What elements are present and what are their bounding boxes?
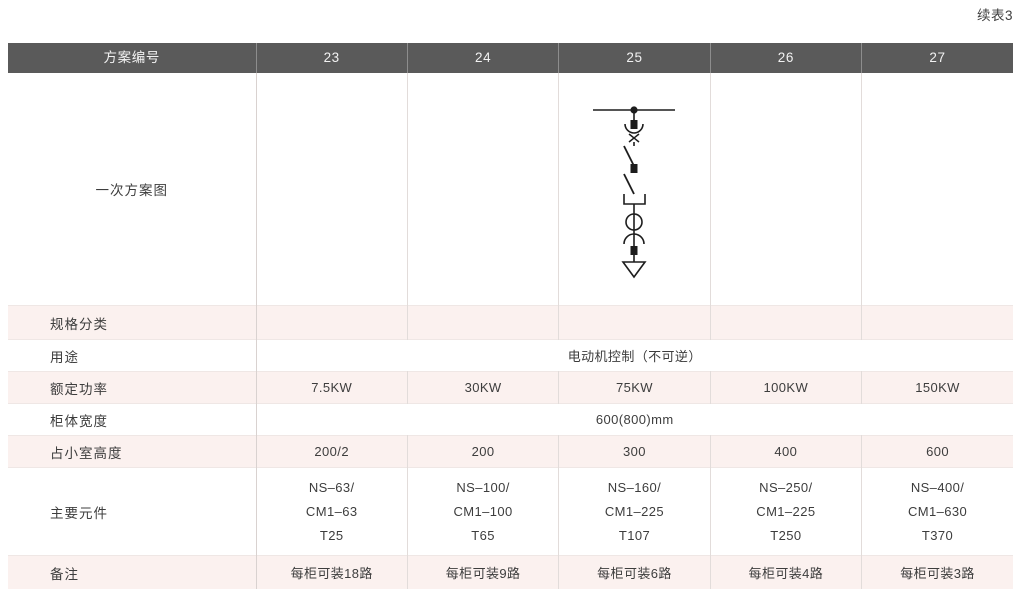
continuation-label: 续表3	[977, 4, 1013, 24]
table-header: 方案编号 23 24 25 26 27	[8, 43, 1013, 73]
table-body: 一次方案图	[8, 73, 1013, 589]
cell-power-26: 100KW	[710, 372, 861, 404]
cell-remarks-24: 每柜可装9路	[407, 556, 558, 589]
table-row: 备注 每柜可装18路 每柜可装9路 每柜可装6路 每柜可装4路 每柜可装3路	[8, 556, 1013, 589]
header-row-label: 方案编号	[8, 43, 256, 73]
header-col-23: 23	[256, 43, 407, 73]
breaker-blade	[624, 174, 634, 194]
table-row: 柜体宽度 600(800)mm	[8, 404, 1013, 436]
cell-spec-25	[559, 306, 710, 340]
table-row: 占小室高度 200/2 200 300 400 600	[8, 436, 1013, 468]
header-col-27: 27	[862, 43, 1013, 73]
row-label-purpose: 用途	[8, 340, 256, 372]
component-line: CM1–63	[261, 500, 403, 524]
cell-spec-26	[710, 306, 861, 340]
row-label-compartment-height: 占小室高度	[8, 436, 256, 468]
diagram-cell-24	[407, 73, 558, 306]
cell-spec-24	[407, 306, 558, 340]
motor-load-arrow	[623, 262, 645, 277]
relay-block	[631, 246, 638, 255]
cell-height-27: 600	[862, 436, 1013, 468]
cell-height-23: 200/2	[256, 436, 407, 468]
cell-height-26: 400	[710, 436, 861, 468]
row-label-one-line-diagram: 一次方案图	[8, 73, 256, 306]
component-line: T250	[715, 524, 857, 548]
cell-spec-27	[862, 306, 1013, 340]
cell-spec-23	[256, 306, 407, 340]
header-row: 方案编号 23 24 25 26 27	[8, 43, 1013, 73]
row-label-cabinet-width: 柜体宽度	[8, 404, 256, 436]
header-col-25: 25	[559, 43, 710, 73]
component-line: CM1–225	[563, 500, 705, 524]
diagram-cell-27	[862, 73, 1013, 306]
table-row: 主要元件 NS–63/ CM1–63 T25 NS–100/ CM1–100 T…	[8, 468, 1013, 556]
switch-contact-block	[631, 164, 638, 173]
row-label-main-components: 主要元件	[8, 468, 256, 556]
diagram-cell-25	[559, 73, 710, 306]
disconnect-blade	[624, 146, 634, 166]
cell-remarks-27: 每柜可装3路	[862, 556, 1013, 589]
component-line: NS–250/	[715, 476, 857, 500]
component-line: T107	[563, 524, 705, 548]
table-row: 规格分类	[8, 306, 1013, 340]
cell-components-27: NS–400/ CM1–630 T370	[862, 468, 1013, 556]
component-line: NS–400/	[866, 476, 1009, 500]
cell-components-24: NS–100/ CM1–100 T65	[407, 468, 558, 556]
header-col-26: 26	[710, 43, 861, 73]
table-row: 额定功率 7.5KW 30KW 75KW 100KW 150KW	[8, 372, 1013, 404]
component-line: NS–100/	[412, 476, 554, 500]
cell-power-24: 30KW	[407, 372, 558, 404]
cell-components-23: NS–63/ CM1–63 T25	[256, 468, 407, 556]
diagram-cell-26	[710, 73, 861, 306]
one-line-motor-control-diagram	[563, 73, 705, 305]
cell-power-27: 150KW	[862, 372, 1013, 404]
row-label-rated-power: 额定功率	[8, 372, 256, 404]
spec-table-wrapper: 方案编号 23 24 25 26 27 一次方案图	[8, 43, 1013, 589]
header-col-24: 24	[407, 43, 558, 73]
cell-power-23: 7.5KW	[256, 372, 407, 404]
spec-table: 方案编号 23 24 25 26 27 一次方案图	[8, 43, 1013, 589]
component-line: NS–63/	[261, 476, 403, 500]
cell-height-25: 300	[559, 436, 710, 468]
cell-cabinet-width-merged: 600(800)mm	[256, 404, 1013, 436]
diagram-cell-23	[256, 73, 407, 306]
cell-remarks-25: 每柜可装6路	[559, 556, 710, 589]
row-label-remarks: 备注	[8, 556, 256, 589]
cell-purpose-merged: 电动机控制（不可逆）	[256, 340, 1013, 372]
cell-components-26: NS–250/ CM1–225 T250	[710, 468, 861, 556]
one-line-diagram-svg	[579, 94, 689, 284]
fuse-block	[631, 120, 638, 129]
cross-mark	[629, 134, 639, 142]
component-line: CM1–100	[412, 500, 554, 524]
table-row: 一次方案图	[8, 73, 1013, 306]
cell-power-25: 75KW	[559, 372, 710, 404]
table-row: 用途 电动机控制（不可逆）	[8, 340, 1013, 372]
cell-height-24: 200	[407, 436, 558, 468]
cell-remarks-26: 每柜可装4路	[710, 556, 861, 589]
component-line: CM1–225	[715, 500, 857, 524]
row-label-spec-category: 规格分类	[8, 306, 256, 340]
cell-components-25: NS–160/ CM1–225 T107	[559, 468, 710, 556]
component-line: CM1–630	[866, 500, 1009, 524]
component-line: T370	[866, 524, 1009, 548]
component-line: NS–160/	[563, 476, 705, 500]
component-line: T25	[261, 524, 403, 548]
component-line: T65	[412, 524, 554, 548]
breaker-notch	[624, 194, 645, 204]
cell-remarks-23: 每柜可装18路	[256, 556, 407, 589]
